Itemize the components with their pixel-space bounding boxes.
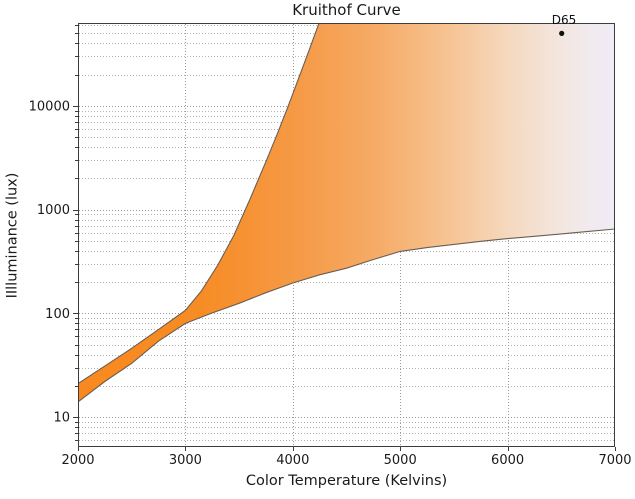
- x-tick-label: 7000: [598, 453, 631, 468]
- d65-point: [559, 30, 565, 36]
- d65-annotation-label: D65: [551, 13, 577, 27]
- x-tick-label: 3000: [169, 453, 202, 468]
- y-tick-label: 1000: [37, 203, 70, 218]
- y-tick-label: 100: [45, 307, 70, 322]
- axis-ticks: [73, 25, 616, 451]
- x-axis-label: Color Temperature (Kelvins): [245, 473, 448, 489]
- band-lower-outline: [78, 228, 615, 403]
- x-tick-label: 4000: [276, 453, 309, 468]
- y-tick-labels: 10 100 1000 10000: [29, 99, 70, 425]
- kruithof-band: [78, 23, 615, 403]
- x-tick-label: 2000: [61, 453, 94, 468]
- y-tick-label: 10000: [29, 99, 70, 114]
- kruithof-band-fill: [78, 23, 615, 402]
- x-tick-label: 5000: [384, 453, 417, 468]
- y-tick-label: 10: [53, 411, 70, 426]
- x-tick-label: 6000: [491, 453, 524, 468]
- band-upper-outline: [78, 23, 320, 385]
- y-axis-label: IIlluminance (lux): [4, 172, 21, 299]
- chart-title: Kruithof Curve: [292, 1, 401, 19]
- plot-frame: [78, 23, 615, 447]
- x-tick-labels: 2000 3000 4000 5000 6000 7000: [61, 453, 631, 468]
